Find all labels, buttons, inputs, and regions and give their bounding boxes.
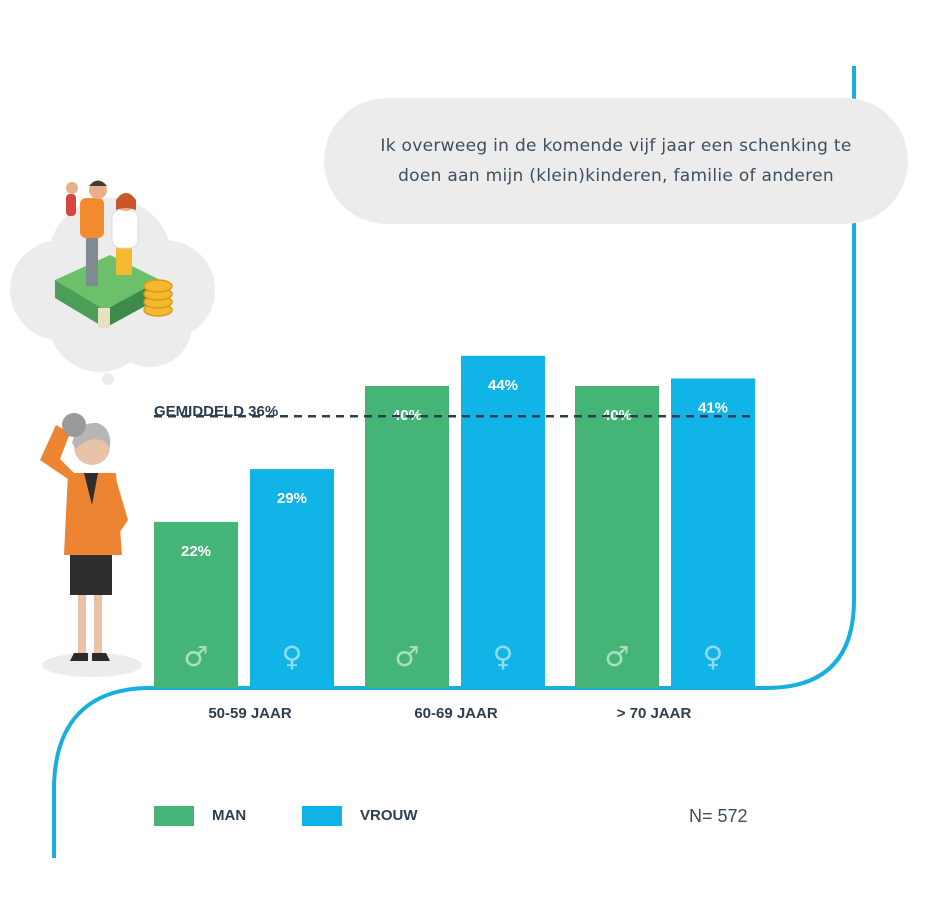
x-category-label: > 70 JAAR [616, 705, 692, 722]
x-category-label: 50-59 JAAR [208, 705, 292, 722]
male-symbol-icon: ♂ [604, 640, 629, 673]
question-text: Ik overweeg in de komende vijf jaar een … [380, 136, 852, 186]
average-label: GEMIDDELD 36% [154, 403, 279, 420]
legend-swatch-man [154, 806, 194, 826]
female-symbol-icon: ♀ [282, 640, 303, 673]
female-symbol-icon: ♀ [493, 640, 514, 673]
question-bubble: Ik overweeg in de komende vijf jaar een … [324, 98, 908, 224]
sample-size-label: N= 572 [689, 806, 748, 826]
bar-vrouw [671, 378, 755, 688]
female-symbol-icon: ♀ [703, 640, 724, 673]
x-category-label: 60-69 JAAR [414, 705, 498, 722]
bar-value-label: 41% [698, 399, 728, 416]
male-symbol-icon: ♂ [183, 640, 208, 673]
bar-value-label: 22% [181, 543, 211, 560]
bar-value-label: 29% [277, 490, 307, 507]
family-money-thought-illustration [10, 180, 215, 385]
bar-man [154, 521, 238, 688]
bar-man [575, 386, 659, 688]
thinking-woman-illustration [40, 413, 142, 677]
legend-swatch-vrouw [302, 806, 342, 826]
bar-man [365, 386, 449, 688]
legend-label-vrouw: VROUW [360, 807, 418, 824]
bar-vrouw [250, 469, 334, 688]
legend-label-man: MAN [212, 807, 247, 824]
male-symbol-icon: ♂ [394, 640, 419, 673]
bar-value-label: 44% [488, 377, 518, 394]
bar-vrouw [461, 355, 545, 688]
